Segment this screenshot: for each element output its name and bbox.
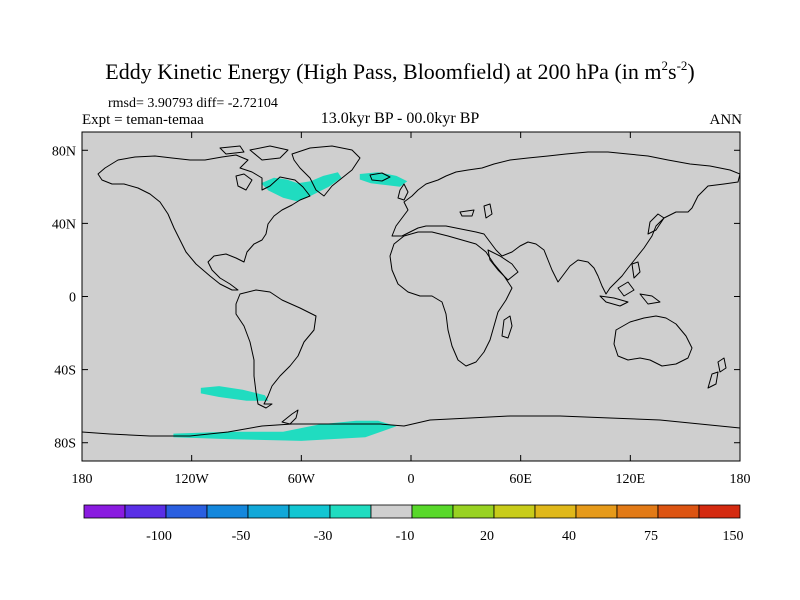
y-tick-label: 40N <box>52 217 76 232</box>
coast-new-zealand <box>707 357 727 389</box>
colorbar-box <box>575 504 618 519</box>
colorbar-box <box>247 504 290 519</box>
coast-africa <box>389 231 513 367</box>
rmsd-diff-stats: rmsd= 3.90793 diff= -2.72104 <box>108 96 278 111</box>
colorbar-box <box>124 504 167 519</box>
y-tick-label: 80S <box>54 437 76 452</box>
colorbar-box <box>83 504 126 519</box>
anomaly-south-pacific <box>200 386 269 401</box>
y-tick-label: 0 <box>69 291 76 306</box>
anomaly-north-atlantic-west <box>261 172 342 202</box>
x-tick-label: 120W <box>175 472 210 487</box>
x-tick-label: 0 <box>408 472 415 487</box>
colorbar-box <box>493 504 536 519</box>
coast-greenland <box>291 145 361 197</box>
colorbar-box <box>616 504 659 519</box>
title-end: ) <box>687 59 695 84</box>
colorbar-label: 75 <box>644 529 658 544</box>
anomaly-southern-ocean <box>173 420 397 441</box>
map-background <box>82 132 740 461</box>
colorbar-box <box>329 504 372 519</box>
coast-south-america <box>235 289 317 409</box>
x-tick-label: 180 <box>72 472 93 487</box>
coast-uk <box>397 183 409 201</box>
colorbar-box <box>452 504 495 519</box>
coast-japan <box>647 213 665 235</box>
coast-eurasia <box>391 151 740 295</box>
colorbar-box <box>534 504 577 519</box>
anomaly-north-atlantic-east <box>359 172 408 187</box>
title-sup-2: -2 <box>676 58 688 73</box>
anomaly-layer <box>173 172 408 441</box>
x-tick-label: 120E <box>616 472 646 487</box>
coast-arabia <box>487 249 519 281</box>
y-tick-label: 80N <box>52 144 76 159</box>
colorbar: -100 -50 -30 -10 20 40 75 150 <box>83 504 744 544</box>
coast-philippines <box>631 261 641 279</box>
title-sup-1: 2 <box>661 58 669 73</box>
x-tick-label: 60W <box>288 472 316 487</box>
colorbar-label: -50 <box>232 529 251 544</box>
coast-arctic-islands <box>219 145 289 161</box>
colorbar-box <box>657 504 700 519</box>
coast-antarctic-peninsula <box>281 409 299 425</box>
coast-madagascar <box>501 315 513 339</box>
axis-ticks: 180 120W 60W 0 60E 120E 180 80N 40N 0 40S 80S <box>52 132 751 487</box>
y-tick-label: 40S <box>54 364 76 379</box>
colorbar-label: -10 <box>396 529 415 544</box>
season-label: ANN <box>709 112 743 128</box>
plot-title: Eddy Kinetic Energy (High Pass, Bloomfie… <box>0 58 800 85</box>
colorbar-label: 40 <box>562 529 576 544</box>
coast-antarctica <box>82 415 740 437</box>
coast-north-america <box>97 154 311 291</box>
coast-indonesia <box>599 281 661 307</box>
coast-hudson-bay <box>235 173 253 191</box>
colorbar-box <box>288 504 331 519</box>
colorbar-box <box>206 504 249 519</box>
colorbar-box <box>698 504 741 519</box>
coast-caspian-sea <box>459 203 493 219</box>
x-tick-label: 180 <box>730 472 751 487</box>
colorbar-label: 150 <box>723 529 744 544</box>
experiment-label: Expt = teman-temaa <box>82 112 204 128</box>
colorbar-label: -100 <box>146 529 172 544</box>
x-tick-label: 60E <box>509 472 532 487</box>
title-mid: s <box>668 59 677 84</box>
coastline-layer <box>82 145 740 437</box>
title-main: Eddy Kinetic Energy (High Pass, Bloomfie… <box>105 59 662 84</box>
colorbar-box <box>411 504 454 519</box>
coast-australia <box>613 315 693 367</box>
colorbar-box <box>165 504 208 519</box>
period-label: 13.0kyr BP - 00.0kyr BP <box>320 110 480 127</box>
coast-iceland <box>369 172 391 182</box>
colorbar-label: -30 <box>314 529 333 544</box>
colorbar-label: 20 <box>480 529 494 544</box>
colorbar-box <box>370 504 413 519</box>
